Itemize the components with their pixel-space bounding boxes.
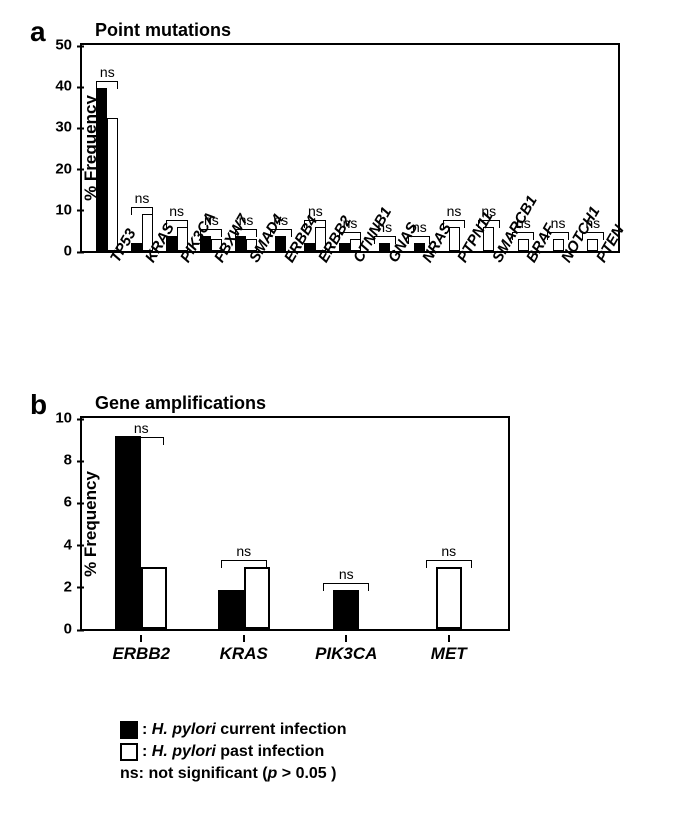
bar-past	[244, 567, 270, 629]
x-label: PIK3CA	[295, 629, 398, 664]
ns-label: ns	[166, 203, 188, 219]
y-tick: 0	[36, 243, 82, 260]
legend-past-suffix: past infection	[216, 743, 324, 760]
bar-current	[96, 88, 107, 251]
bar-group: ns	[90, 418, 193, 629]
ns-label: ns	[443, 203, 465, 219]
y-tick: 40	[36, 78, 82, 95]
legend: : H. pylori current infection : H. pylor…	[120, 721, 665, 783]
x-label: ERBB2	[90, 629, 193, 664]
panel-b: b Gene amplifications % Frequency nsnsns…	[20, 393, 665, 631]
legend-row-past: : H. pylori past infection	[120, 743, 665, 761]
y-tick: 8	[36, 452, 82, 469]
panel-b-title: Gene amplifications	[95, 393, 665, 414]
bar-group: ns	[125, 45, 160, 251]
y-tick: 10	[36, 201, 82, 218]
ns-annotation: ns	[426, 543, 472, 568]
ns-label: ns	[323, 566, 369, 582]
panel-a: a Point mutations % Frequency nsnsnsnsns…	[20, 20, 665, 253]
y-tick: 2	[36, 578, 82, 595]
y-tick: 50	[36, 37, 82, 54]
legend-row-current: : H. pylori current infection	[120, 721, 665, 739]
ns-annotation: ns	[118, 420, 164, 445]
panel-a-plot-area: % Frequency nsnsnsnsnsnsnsnsnsnsnsnsnsns…	[80, 43, 620, 253]
ns-annotation: ns	[131, 190, 153, 215]
ns-label: ns	[221, 543, 267, 559]
panel-b-plot-area: % Frequency nsnsnsns ERBB2KRASPIK3CAMET …	[80, 416, 510, 631]
panel-b-bars: ns ns ns ns	[82, 418, 508, 629]
y-tick: 30	[36, 119, 82, 136]
ns-bracket-line	[96, 81, 118, 89]
ns-bracket-line	[221, 560, 267, 568]
panel-b-xlabels: ERBB2KRASPIK3CAMET	[82, 629, 508, 664]
ns-label: ns	[96, 64, 118, 80]
bar-group: ns	[193, 418, 296, 629]
legend-ns-prefix: ns: not significant (	[120, 765, 268, 782]
legend-past-species: H. pylori	[152, 743, 216, 760]
legend-ns-p: p	[268, 765, 278, 782]
legend-past-prefix: :	[142, 743, 152, 760]
bar-group: ns	[295, 418, 398, 629]
y-tick: 0	[36, 621, 82, 638]
legend-swatch-current	[120, 721, 138, 739]
y-tick: 6	[36, 494, 82, 511]
ns-label: ns	[131, 190, 153, 206]
y-tick: 4	[36, 536, 82, 553]
legend-current-suffix: current infection	[216, 721, 347, 738]
bar-group: ns	[398, 418, 501, 629]
x-label: KRAS	[193, 629, 296, 664]
bar-past	[436, 567, 462, 629]
panel-a-title: Point mutations	[95, 20, 665, 41]
y-tick: 20	[36, 160, 82, 177]
ns-annotation: ns	[221, 543, 267, 568]
x-label: MET	[398, 629, 501, 664]
bar-current	[115, 436, 141, 630]
legend-text-past: : H. pylori past infection	[142, 743, 324, 761]
legend-ns-suffix: > 0.05 )	[277, 765, 336, 782]
legend-ns: ns: not significant (p > 0.05 )	[120, 765, 665, 783]
bar-group: ns	[90, 45, 125, 251]
bar-past	[141, 567, 167, 629]
legend-text-current: : H. pylori current infection	[142, 721, 346, 739]
bar-current	[218, 590, 244, 629]
legend-current-species: H. pylori	[152, 721, 216, 738]
ns-bracket-line	[118, 437, 164, 445]
bar-past	[107, 118, 118, 251]
ns-annotation: ns	[96, 64, 118, 89]
ns-annotation: ns	[323, 566, 369, 591]
bar-group: ns	[541, 45, 576, 251]
bar-current	[333, 590, 359, 629]
ns-bracket-line	[323, 583, 369, 591]
bar-group: ns	[437, 45, 472, 251]
panel-a-chart: % Frequency nsnsnsnsnsnsnsnsnsnsnsnsnsns…	[80, 43, 665, 253]
ns-bracket-line	[426, 560, 472, 568]
ns-bracket-line	[131, 207, 153, 215]
ns-label: ns	[118, 420, 164, 436]
y-tick: 10	[36, 410, 82, 427]
legend-swatch-past	[120, 743, 138, 761]
ns-label: ns	[426, 543, 472, 559]
legend-current-prefix: :	[142, 721, 152, 738]
panel-b-chart: % Frequency nsnsnsns ERBB2KRASPIK3CAMET …	[80, 416, 665, 631]
